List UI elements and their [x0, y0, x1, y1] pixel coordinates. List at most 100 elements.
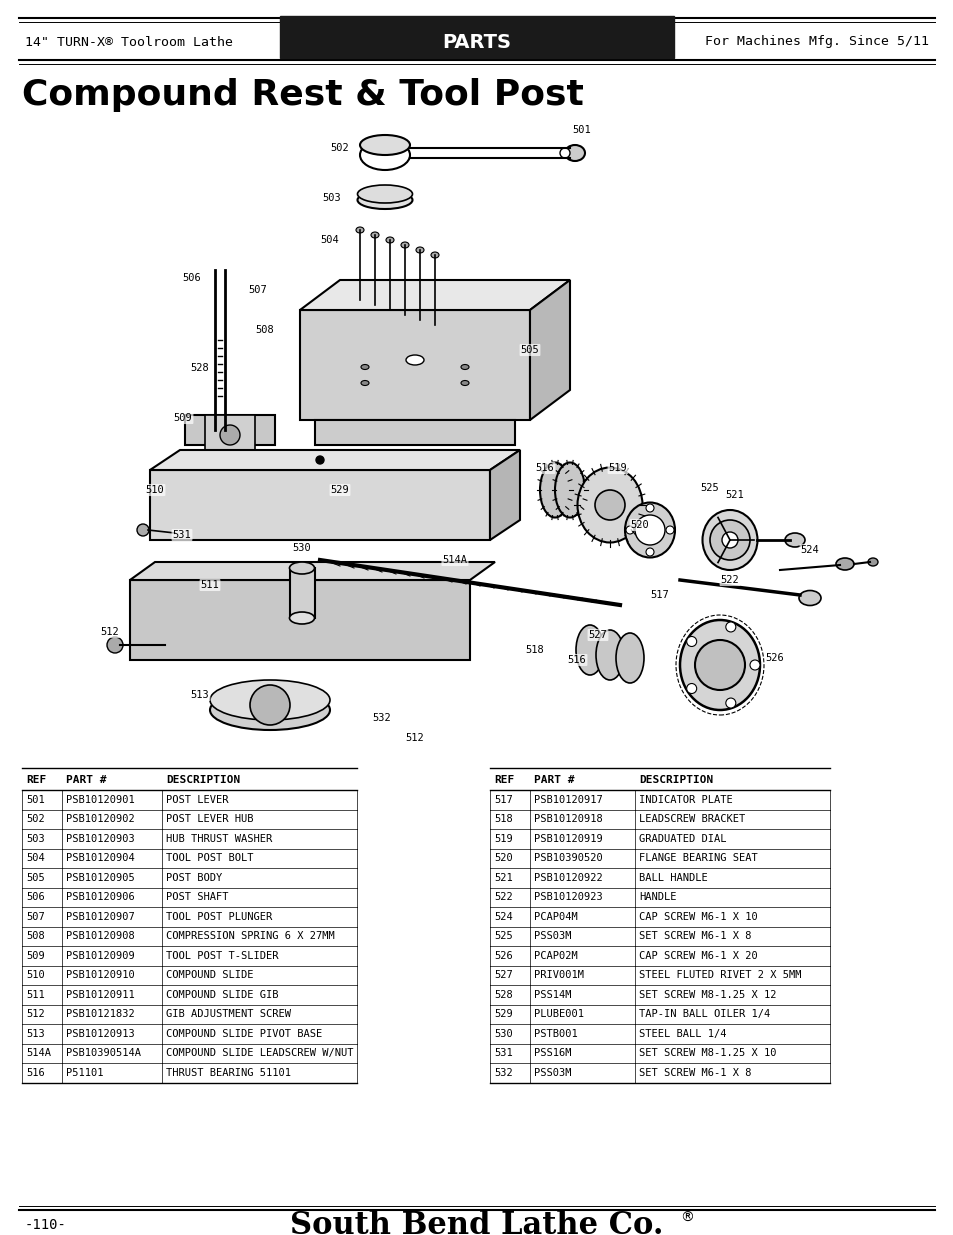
- Ellipse shape: [406, 354, 423, 366]
- Ellipse shape: [289, 613, 314, 624]
- Text: 516: 516: [567, 655, 586, 664]
- Text: PRIV001M: PRIV001M: [534, 971, 583, 981]
- Circle shape: [645, 504, 654, 513]
- Ellipse shape: [416, 247, 423, 253]
- Text: TOOL POST PLUNGER: TOOL POST PLUNGER: [166, 911, 272, 921]
- Text: PSB10120902: PSB10120902: [66, 814, 134, 824]
- Ellipse shape: [784, 534, 804, 547]
- Text: 517: 517: [650, 590, 669, 600]
- Polygon shape: [490, 450, 519, 540]
- Text: PSB10120903: PSB10120903: [66, 834, 134, 844]
- Text: 530: 530: [494, 1029, 512, 1039]
- Text: 514A: 514A: [26, 1049, 51, 1058]
- Circle shape: [665, 526, 673, 534]
- Ellipse shape: [386, 237, 394, 243]
- Text: POST SHAFT: POST SHAFT: [166, 892, 229, 903]
- Text: 522: 522: [720, 576, 739, 585]
- Text: 519: 519: [608, 463, 627, 473]
- Text: PSB10120906: PSB10120906: [66, 892, 134, 903]
- Text: 503: 503: [322, 193, 341, 203]
- Text: 501: 501: [572, 125, 591, 135]
- Circle shape: [645, 548, 654, 556]
- Text: PSB10120917: PSB10120917: [534, 795, 602, 805]
- Ellipse shape: [701, 510, 757, 571]
- Bar: [185, 415, 274, 445]
- Text: 510: 510: [146, 485, 164, 495]
- Text: 526: 526: [765, 653, 783, 663]
- Text: PSB10120904: PSB10120904: [66, 853, 134, 863]
- Text: 506: 506: [26, 892, 45, 903]
- Text: DESCRIPTION: DESCRIPTION: [166, 776, 240, 785]
- Text: PSB10390520: PSB10390520: [534, 853, 602, 863]
- Circle shape: [137, 524, 149, 536]
- Ellipse shape: [835, 558, 853, 571]
- Ellipse shape: [539, 462, 569, 517]
- Text: 521: 521: [494, 873, 512, 883]
- Ellipse shape: [559, 148, 569, 158]
- Ellipse shape: [360, 364, 369, 369]
- Ellipse shape: [431, 252, 438, 258]
- Text: 514A: 514A: [442, 555, 467, 564]
- Text: STEEL FLUTED RIVET 2 X 5MM: STEEL FLUTED RIVET 2 X 5MM: [639, 971, 801, 981]
- Text: PSB10120907: PSB10120907: [66, 911, 134, 921]
- Ellipse shape: [357, 191, 412, 209]
- Ellipse shape: [355, 227, 364, 233]
- Text: PCAP04M: PCAP04M: [534, 911, 578, 921]
- Text: INDICATOR PLATE: INDICATOR PLATE: [639, 795, 732, 805]
- Text: 521: 521: [725, 490, 743, 500]
- Circle shape: [749, 659, 760, 671]
- Bar: [130, 580, 470, 659]
- Circle shape: [107, 637, 123, 653]
- Text: PSB10120908: PSB10120908: [66, 931, 134, 941]
- Bar: [299, 310, 530, 420]
- Text: HUB THRUST WASHER: HUB THRUST WASHER: [166, 834, 272, 844]
- Text: COMPOUND SLIDE GIB: COMPOUND SLIDE GIB: [166, 989, 278, 1000]
- Ellipse shape: [576, 625, 603, 676]
- Text: TAP-IN BALL OILER 1/4: TAP-IN BALL OILER 1/4: [639, 1009, 769, 1019]
- Text: PSB10390514A: PSB10390514A: [66, 1049, 141, 1058]
- Text: 531: 531: [494, 1049, 512, 1058]
- Ellipse shape: [460, 380, 469, 385]
- Text: PSS14M: PSS14M: [534, 989, 571, 1000]
- Text: 511: 511: [26, 989, 45, 1000]
- Text: GIB ADJUSTMENT SCREW: GIB ADJUSTMENT SCREW: [166, 1009, 291, 1019]
- Bar: [290, 568, 314, 618]
- Text: 505: 505: [520, 345, 538, 354]
- Text: PSB10121832: PSB10121832: [66, 1009, 134, 1019]
- Text: POST BODY: POST BODY: [166, 873, 222, 883]
- Ellipse shape: [210, 690, 330, 730]
- Ellipse shape: [867, 558, 877, 566]
- Text: 528: 528: [494, 989, 512, 1000]
- Text: 511: 511: [200, 580, 219, 590]
- Text: HANDLE: HANDLE: [639, 892, 676, 903]
- Text: 509: 509: [173, 412, 193, 424]
- Text: 512: 512: [100, 627, 119, 637]
- Text: PSB10120909: PSB10120909: [66, 951, 134, 961]
- Ellipse shape: [460, 364, 469, 369]
- Text: REF: REF: [26, 776, 46, 785]
- Circle shape: [250, 685, 290, 725]
- Text: PLUBE001: PLUBE001: [534, 1009, 583, 1019]
- Text: 504: 504: [320, 235, 339, 245]
- Circle shape: [595, 490, 624, 520]
- Text: CAP SCREW M6-1 X 20: CAP SCREW M6-1 X 20: [639, 951, 757, 961]
- Text: 507: 507: [249, 285, 267, 295]
- Text: PSB10120910: PSB10120910: [66, 971, 134, 981]
- Ellipse shape: [289, 562, 314, 574]
- Text: PART #: PART #: [534, 776, 574, 785]
- Text: -110-: -110-: [25, 1218, 67, 1233]
- Text: PSB10120919: PSB10120919: [534, 834, 602, 844]
- Text: For Machines Mfg. Since 5/11: For Machines Mfg. Since 5/11: [704, 36, 928, 48]
- Text: SET SCREW M6-1 X 8: SET SCREW M6-1 X 8: [639, 931, 751, 941]
- Text: SET SCREW M6-1 X 8: SET SCREW M6-1 X 8: [639, 1068, 751, 1078]
- Text: 525: 525: [700, 483, 719, 493]
- Text: CAP SCREW M6-1 X 10: CAP SCREW M6-1 X 10: [639, 911, 757, 921]
- Text: 530: 530: [293, 543, 311, 553]
- Text: 527: 527: [494, 971, 512, 981]
- Ellipse shape: [210, 680, 330, 720]
- Text: THRUST BEARING 51101: THRUST BEARING 51101: [166, 1068, 291, 1078]
- Text: 529: 529: [494, 1009, 512, 1019]
- Text: 518: 518: [494, 814, 512, 824]
- Text: REF: REF: [494, 776, 514, 785]
- Text: 508: 508: [255, 325, 274, 335]
